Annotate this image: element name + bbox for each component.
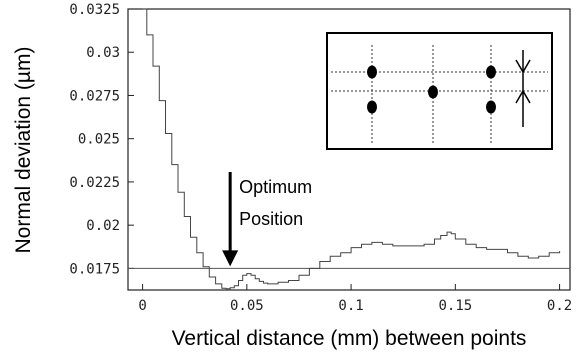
x-tick-label: 0.15 <box>438 298 472 314</box>
y-tick-label: 0.03 <box>86 45 120 61</box>
x-tick-label: 0 <box>138 298 146 314</box>
y-tick-label: 0.0275 <box>69 88 120 104</box>
annotation-line-2: Position <box>239 209 303 229</box>
x-tick-label: 0.1 <box>338 298 363 314</box>
inset-point <box>486 65 496 79</box>
x-tick-label: 0.2 <box>547 298 572 314</box>
annotation-line-1: Optimum <box>239 177 312 197</box>
x-axis-label: Vertical distance (mm) between points <box>172 327 527 350</box>
y-tick-label: 0.02 <box>86 218 120 234</box>
y-tick-label: 0.0225 <box>69 175 120 191</box>
inset-point <box>486 100 496 114</box>
inset-point <box>428 85 438 99</box>
x-axis-ticks: 0 0.05 0.1 0.15 0.2 <box>138 284 572 314</box>
y-tick-label: 0.025 <box>78 132 120 148</box>
y-tick-label: 0.0325 <box>69 2 120 18</box>
series-line <box>142 8 561 290</box>
inset-diagram <box>326 32 553 150</box>
plot-frame <box>127 8 571 291</box>
inset-dimension-arrow-down <box>515 59 531 74</box>
optimum-arrow-head <box>222 250 239 267</box>
inset-point <box>367 65 377 79</box>
x-tick-label: 0.05 <box>230 298 264 314</box>
y-axis-label: Normal deviation (µm) <box>12 47 35 254</box>
y-axis-ticks: 0.0175 0.02 0.0225 0.025 0.0275 0.03 0.0325 <box>69 2 134 277</box>
inset-point <box>367 100 377 114</box>
inset-dimension-arrow-up <box>515 89 531 104</box>
y-tick-label: 0.0175 <box>69 261 120 277</box>
